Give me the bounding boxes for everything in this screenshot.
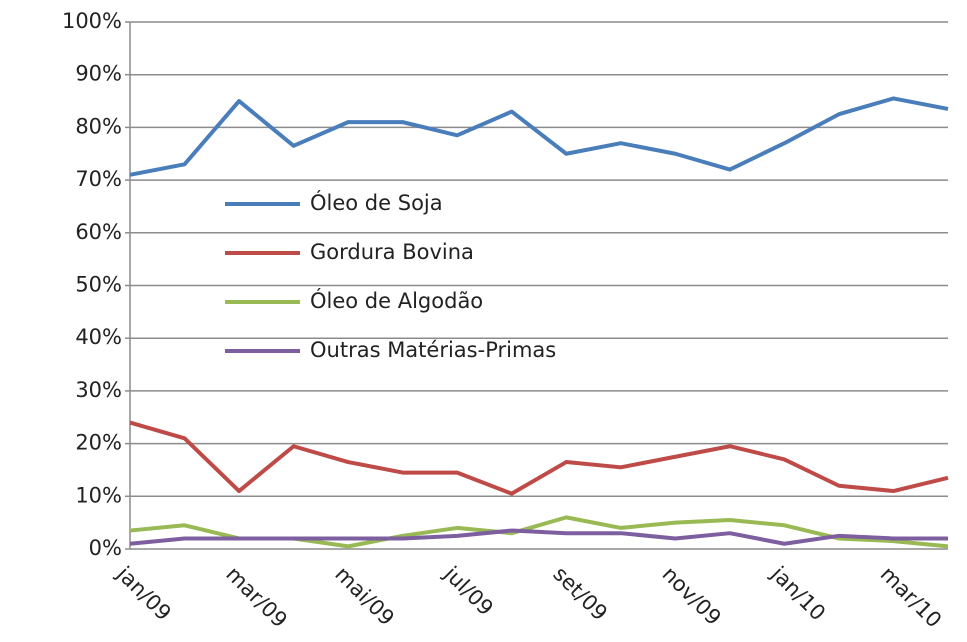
y-tick-label: 40% [75,325,122,349]
x-tick-label: jul/09 [439,561,498,620]
series-line [129,528,948,546]
y-tick-label: 10% [75,483,122,507]
y-tick-label: 0% [89,536,122,560]
y-tick-label: 20% [75,431,122,455]
legend-label: Óleo de Soja [310,190,443,215]
legend-label: Gordura Bovina [310,240,474,264]
x-tick-label: mai/09 [330,562,399,631]
y-tick-label: 30% [75,378,122,402]
x-tick-label: nov/09 [658,562,726,630]
y-tick-label: 50% [75,273,122,297]
x-tick-label: mar/10 [876,562,947,633]
y-tick-label: 70% [75,167,122,191]
legend-label: Outras Matérias-Primas [310,338,556,362]
x-tick-label: mar/09 [221,562,292,633]
y-tick-label: 60% [75,220,122,244]
x-tick-label: jan/10 [766,561,830,625]
x-tick-label: jan/09 [112,561,176,625]
x-tick-label: set/09 [548,562,612,626]
y-tick-label: 80% [75,114,122,138]
legend-label: Óleo de Algodão [310,288,483,313]
series-line [129,420,949,496]
y-tick-label: 100% [62,9,122,33]
series-line [129,96,949,177]
y-tick-label: 90% [75,62,122,86]
